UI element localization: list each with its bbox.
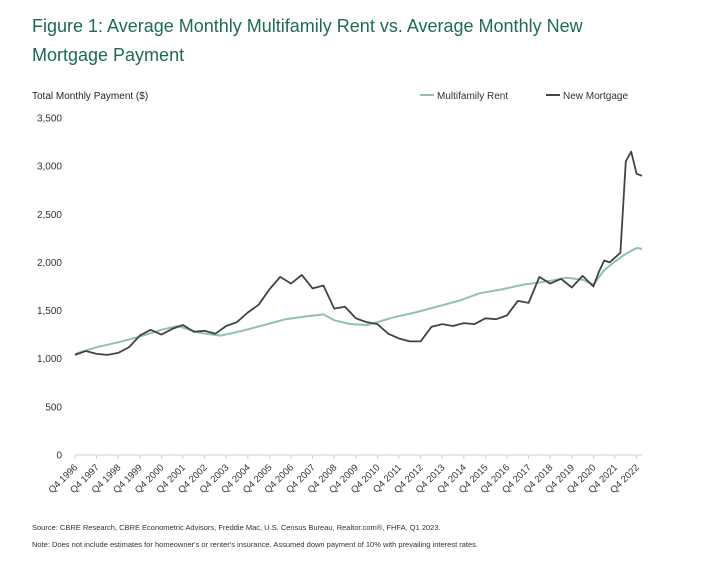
y-tick-label: 1,500 (37, 306, 62, 317)
y-tick-label: 3,000 (37, 162, 62, 173)
y-tick-label: 1,000 (37, 354, 62, 365)
source-note: Source: CBRE Research, CBRE Econometric … (32, 523, 441, 532)
y-tick-label: 500 (45, 402, 62, 413)
y-tick-label: 2,500 (37, 210, 62, 221)
y-tick-label: 3,500 (37, 114, 62, 125)
chart-title: Figure 1: Average Monthly Multifamily Re… (32, 16, 583, 65)
series-line-new-mortgage (74, 150, 643, 356)
footnote: Note: Does not include estimates for hom… (32, 540, 479, 549)
y-axis-label: Total Monthly Payment ($) (32, 91, 148, 102)
y-tick-label: 0 (56, 451, 62, 462)
y-tick-label: 2,000 (37, 258, 62, 269)
legend-item-new-mortgage: New Mortgage (563, 91, 628, 102)
legend-item-multifamily-rent: Multifamily Rent (437, 91, 508, 102)
series-line-multifamily-rent (74, 247, 643, 355)
